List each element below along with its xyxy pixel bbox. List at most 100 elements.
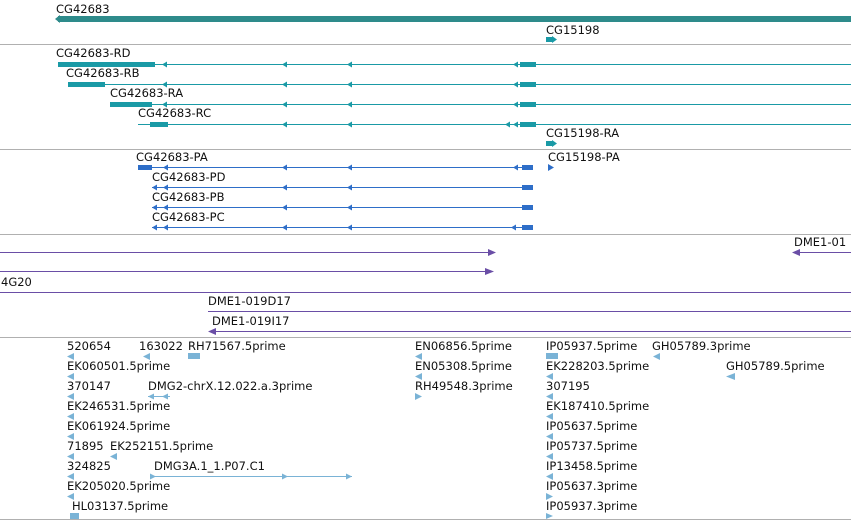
transcript-label-cg15198-ra[interactable]: CG15198-RA xyxy=(546,126,619,140)
est-mark xyxy=(70,513,79,519)
gene-bar-cg42683[interactable] xyxy=(58,16,851,22)
transcript-arrowhead xyxy=(347,101,352,108)
est-label[interactable]: 71895 xyxy=(67,439,104,453)
protein-arrowhead xyxy=(152,204,157,211)
est-label[interactable]: 324825 xyxy=(67,459,111,473)
protein-mark-cg15198-pa[interactable] xyxy=(548,164,554,171)
transcript-label-rc[interactable]: CG42683-RC xyxy=(138,106,211,120)
est-label[interactable]: RH49548.3prime xyxy=(415,379,513,393)
gene-label-cg15198[interactable]: CG15198 xyxy=(546,23,600,37)
gene-track: CG42683 CG15198 xyxy=(55,2,851,43)
est-label[interactable]: IP13458.5prime xyxy=(546,459,637,473)
protein-exon-pb-b xyxy=(522,205,533,210)
transcript-arrowhead xyxy=(282,61,287,68)
est-label[interactable]: EK252151.5prime xyxy=(110,439,213,453)
protein-exon-pc-b xyxy=(522,225,533,230)
est-label[interactable]: HL03137.5prime xyxy=(72,499,168,513)
protein-arrowhead xyxy=(282,224,287,231)
transcript-exon-ra-b xyxy=(520,102,536,107)
protein-label-pb[interactable]: CG42683-PB xyxy=(152,190,225,204)
transcript-arrowhead xyxy=(347,81,352,88)
transcript-arrowhead xyxy=(513,81,518,88)
gene-bar-cg15198[interactable] xyxy=(546,37,553,42)
protein-arrowhead xyxy=(152,184,157,191)
transcript-arrowhead xyxy=(162,81,167,88)
est-label[interactable]: EK205020.5prime xyxy=(67,479,170,493)
est-label[interactable]: EK187410.5prime xyxy=(546,399,649,413)
gene-label-cg42683[interactable]: CG42683 xyxy=(56,2,110,16)
protein-label-cg15198-pa[interactable]: CG15198-PA xyxy=(548,150,620,164)
est-label[interactable]: 370147 xyxy=(67,379,111,393)
transcript-track: CG42683-RD CG42683-RB CG42683-RA CG42683… xyxy=(56,46,851,147)
est-label[interactable]: GH05789.5prime xyxy=(726,359,825,373)
clone-label-dme1-019i17[interactable]: DME1-019I17 xyxy=(212,314,290,328)
clone-arrow-2 xyxy=(485,268,494,275)
clone-arrow-1 xyxy=(488,249,496,256)
est-mark xyxy=(546,453,553,460)
est-label[interactable]: IP05737.5prime xyxy=(546,439,637,453)
est-label[interactable]: 307195 xyxy=(546,379,590,393)
clone-label-4g20[interactable]: 4G20 xyxy=(1,275,32,289)
protein-arrowhead xyxy=(282,204,287,211)
gene-arrow-cg15198 xyxy=(552,36,557,43)
est-mark xyxy=(67,433,74,440)
est-label[interactable]: IP05637.5prime xyxy=(546,419,637,433)
transcript-arrowhead xyxy=(282,101,287,108)
transcript-label-ra[interactable]: CG42683-RA xyxy=(110,86,183,100)
transcript-arrowhead xyxy=(513,101,518,108)
transcript-label-rd[interactable]: CG42683-RD xyxy=(56,46,131,60)
est-label[interactable]: DMG2-chrX.12.022.a.3prime xyxy=(148,379,312,393)
est-mark xyxy=(67,413,74,420)
est-mark xyxy=(546,433,553,440)
est-mark xyxy=(653,353,660,360)
est-label[interactable]: EK246531.5prime xyxy=(67,399,170,413)
est-label[interactable]: EK228203.5prime xyxy=(546,359,649,373)
clone-label-dme1-019d17[interactable]: DME1-019D17 xyxy=(208,294,291,308)
est-mark xyxy=(67,473,74,480)
est-mark xyxy=(67,353,74,360)
est-label[interactable]: 520654 xyxy=(67,339,111,353)
protein-arrowhead xyxy=(511,224,516,231)
est-label[interactable]: DMG3A.1_1.P07.C1 xyxy=(154,459,265,473)
est-mark xyxy=(67,393,74,400)
transcript-arrowhead xyxy=(552,140,557,147)
transcript-exon-rb-a xyxy=(68,82,105,87)
protein-label-pa[interactable]: CG42683-PA xyxy=(136,150,208,164)
protein-arrowhead xyxy=(282,164,287,171)
est-label[interactable]: RH71567.5prime xyxy=(188,339,286,353)
est-label[interactable]: EK060501.5prime xyxy=(67,359,170,373)
transcript-arrowhead xyxy=(513,61,518,68)
est-label[interactable]: IP05937.5prime xyxy=(546,339,637,353)
est-mark xyxy=(546,513,553,519)
est-mark xyxy=(110,453,117,460)
transcript-exon-rd-a xyxy=(58,62,155,67)
protein-arrowhead xyxy=(163,204,168,211)
protein-label-pd[interactable]: CG42683-PD xyxy=(152,170,226,184)
est-label[interactable]: EN06856.5prime xyxy=(415,339,512,353)
est-mark xyxy=(546,373,553,380)
est-label[interactable]: GH05789.3prime xyxy=(652,339,751,353)
transcript-arrowhead xyxy=(513,121,518,128)
protein-arrowhead xyxy=(163,164,168,171)
est-mark xyxy=(546,393,553,400)
protein-exon-pa-a xyxy=(138,165,152,170)
transcript-exon-rc-a xyxy=(150,122,168,127)
est-mark xyxy=(282,473,288,480)
transcript-arrowhead xyxy=(347,61,352,68)
est-label[interactable]: IP05937.3prime xyxy=(546,499,637,513)
est-label[interactable]: 163022 xyxy=(139,339,183,353)
protein-arrowhead xyxy=(347,164,352,171)
protein-label-pc[interactable]: CG42683-PC xyxy=(152,210,225,224)
transcript-exon-cg15198-ra[interactable] xyxy=(546,141,553,146)
clone-label-dme1-01[interactable]: DME1-01 xyxy=(794,235,846,249)
protein-arrowhead xyxy=(163,184,168,191)
est-label[interactable]: EN05308.5prime xyxy=(415,359,512,373)
protein-arrowhead xyxy=(282,184,287,191)
transcript-exon-rb-b xyxy=(520,82,536,87)
est-label[interactable]: IP05637.3prime xyxy=(546,479,637,493)
transcript-arrowhead xyxy=(505,121,510,128)
clone-arrow-dme1-01 xyxy=(792,249,800,256)
est-label[interactable]: EK061924.5prime xyxy=(67,419,170,433)
transcript-label-rb[interactable]: CG42683-RB xyxy=(66,66,140,80)
est-mark xyxy=(67,373,74,380)
